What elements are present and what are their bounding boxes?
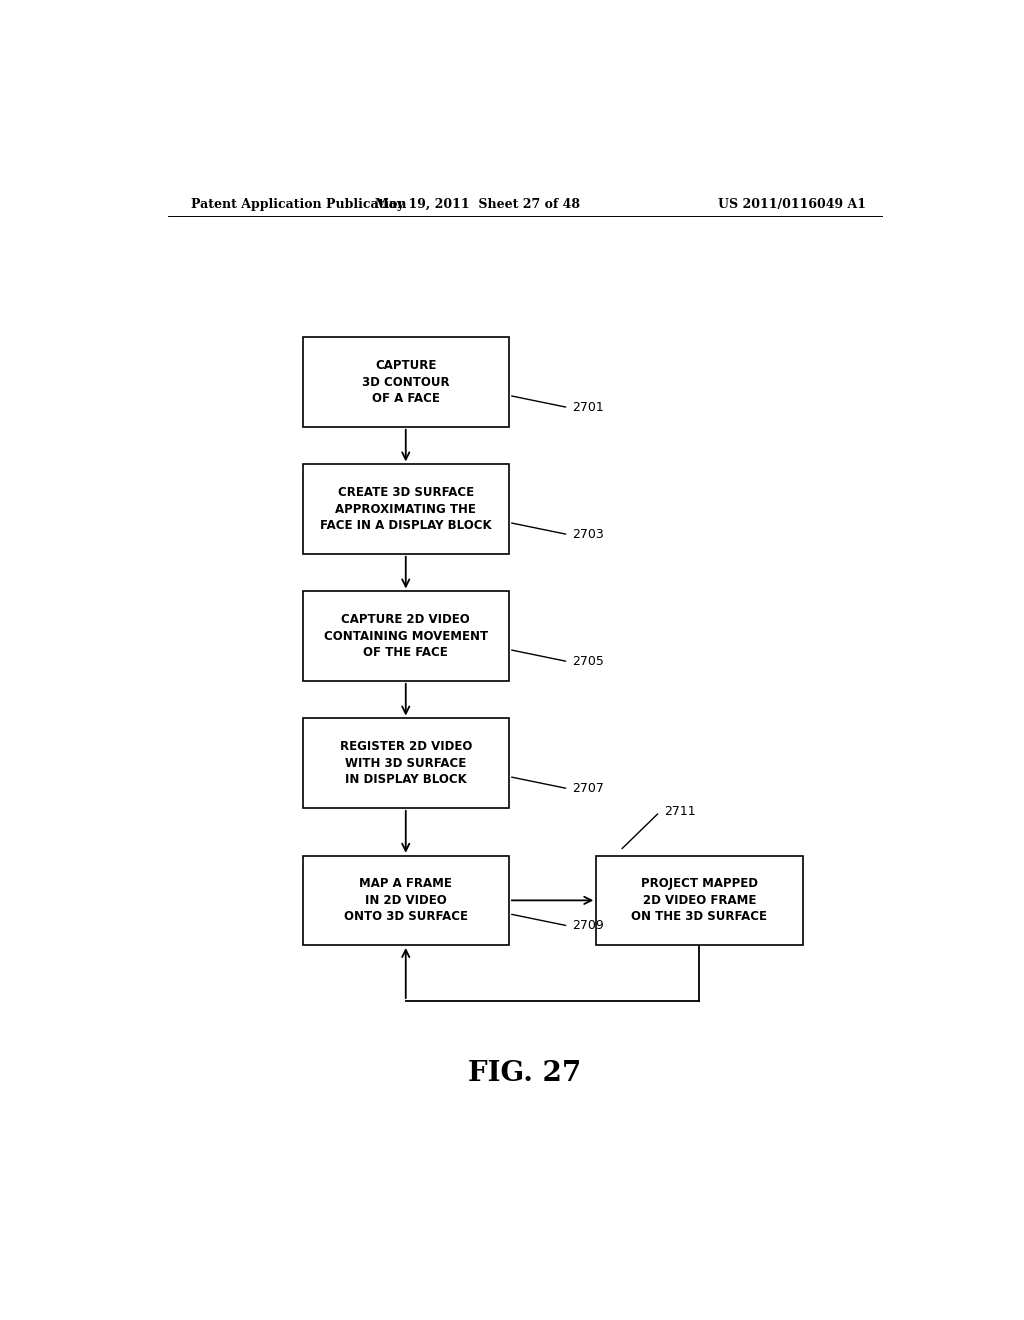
Text: 2701: 2701: [572, 401, 604, 414]
Text: 2705: 2705: [572, 655, 604, 668]
Text: CAPTURE
3D CONTOUR
OF A FACE: CAPTURE 3D CONTOUR OF A FACE: [361, 359, 450, 405]
Text: 2703: 2703: [572, 528, 604, 541]
Text: 2709: 2709: [572, 920, 604, 932]
FancyBboxPatch shape: [303, 591, 509, 681]
Text: Patent Application Publication: Patent Application Publication: [191, 198, 407, 211]
FancyBboxPatch shape: [596, 855, 803, 945]
Text: CAPTURE 2D VIDEO
CONTAINING MOVEMENT
OF THE FACE: CAPTURE 2D VIDEO CONTAINING MOVEMENT OF …: [324, 612, 487, 659]
FancyBboxPatch shape: [303, 338, 509, 426]
FancyBboxPatch shape: [303, 855, 509, 945]
Text: 2707: 2707: [572, 783, 604, 795]
Text: PROJECT MAPPED
2D VIDEO FRAME
ON THE 3D SURFACE: PROJECT MAPPED 2D VIDEO FRAME ON THE 3D …: [632, 878, 767, 924]
Text: US 2011/0116049 A1: US 2011/0116049 A1: [718, 198, 866, 211]
FancyBboxPatch shape: [303, 718, 509, 808]
Text: 2711: 2711: [664, 805, 695, 818]
Text: MAP A FRAME
IN 2D VIDEO
ONTO 3D SURFACE: MAP A FRAME IN 2D VIDEO ONTO 3D SURFACE: [344, 878, 468, 924]
Text: CREATE 3D SURFACE
APPROXIMATING THE
FACE IN A DISPLAY BLOCK: CREATE 3D SURFACE APPROXIMATING THE FACE…: [319, 486, 492, 532]
FancyBboxPatch shape: [303, 465, 509, 554]
Text: REGISTER 2D VIDEO
WITH 3D SURFACE
IN DISPLAY BLOCK: REGISTER 2D VIDEO WITH 3D SURFACE IN DIS…: [340, 741, 472, 787]
Text: FIG. 27: FIG. 27: [468, 1060, 582, 1086]
Text: May 19, 2011  Sheet 27 of 48: May 19, 2011 Sheet 27 of 48: [375, 198, 580, 211]
